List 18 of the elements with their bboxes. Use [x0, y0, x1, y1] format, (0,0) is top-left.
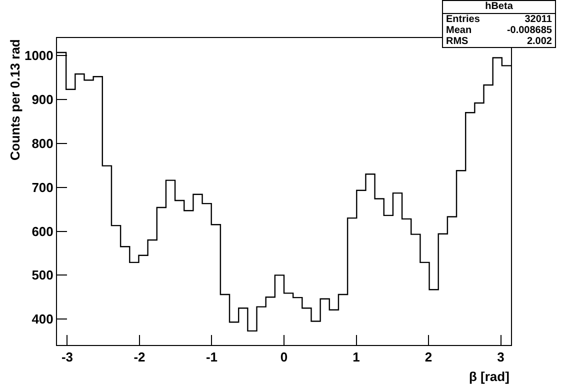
- x-axis-title: β [rad]: [469, 369, 510, 384]
- x-tick-label: 1: [352, 350, 360, 365]
- y-tick-label: 1000: [24, 48, 54, 64]
- annotation: RMS: [446, 36, 468, 47]
- y-tick-label: 700: [32, 180, 54, 195]
- x-tick-label: 3: [497, 350, 504, 365]
- y-axis-title: Counts per 0.13 rad: [8, 39, 22, 160]
- x-tick-label: 2: [424, 350, 432, 365]
- x-tick-label: -2: [134, 350, 146, 365]
- stats-box: hBeta Entries 32011 Mean -0.008685 RMS 2.002: [442, 0, 556, 48]
- y-tick-label: 600: [32, 224, 54, 239]
- y-tick-label: 800: [32, 136, 54, 151]
- y-tick-label: 400: [32, 312, 54, 327]
- x-tick-label: 0: [280, 350, 288, 365]
- y-tick-label: 900: [32, 92, 54, 108]
- x-tick-label: -1: [206, 350, 218, 365]
- x-tick-label: -3: [61, 350, 74, 365]
- y-tick-label: 500: [32, 268, 54, 283]
